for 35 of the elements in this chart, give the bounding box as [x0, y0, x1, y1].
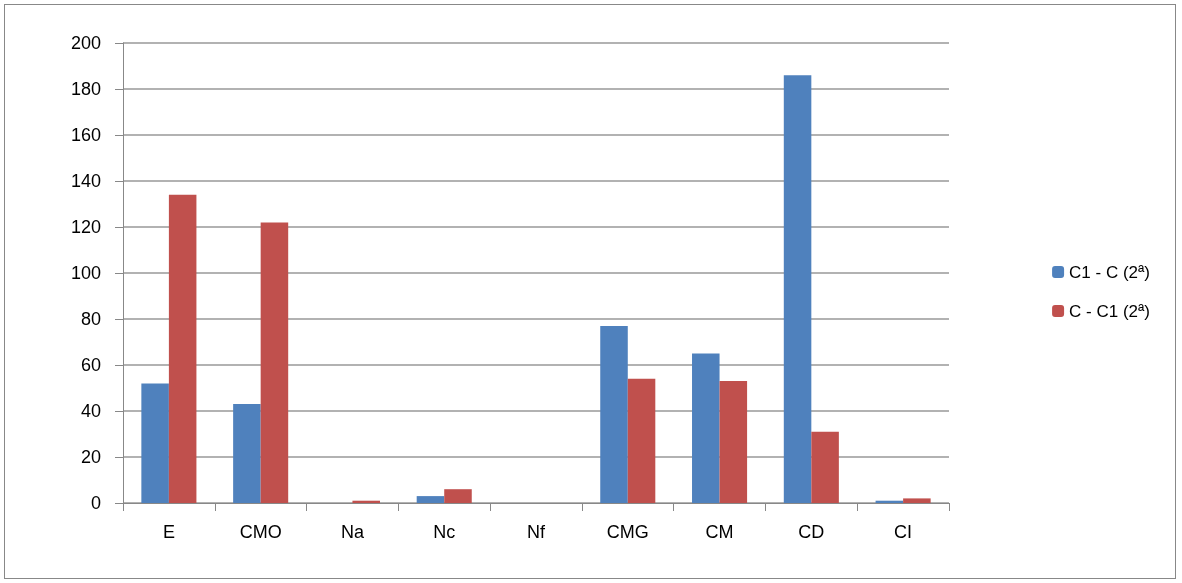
bar [627, 378, 656, 503]
bar [233, 404, 261, 503]
legend-label: C - C1 (2ª) [1069, 301, 1151, 321]
y-tick-label: 60 [80, 355, 101, 375]
bar [444, 489, 472, 503]
bar [141, 383, 169, 503]
bar [811, 431, 839, 503]
x-tick-label: Nf [527, 522, 546, 542]
bar [692, 353, 720, 503]
y-tick-label: 100 [70, 263, 101, 283]
y-tick-label: 20 [80, 447, 101, 467]
y-tick-label: 80 [80, 309, 101, 329]
bar [168, 194, 197, 503]
y-tick-label: 180 [70, 79, 101, 99]
legend-label: C1 - C (2ª) [1069, 262, 1151, 282]
x-tick-label: CMO [239, 522, 282, 542]
y-tick-label: 40 [80, 401, 101, 421]
y-tick-label: 160 [70, 125, 101, 145]
bar [719, 381, 748, 503]
bar [783, 75, 812, 503]
bar [260, 222, 289, 503]
x-tick-label: Nc [433, 522, 456, 542]
x-tick-label: E [162, 522, 175, 542]
x-tick-label: CMG [606, 522, 649, 542]
x-tick-label: CI [894, 522, 913, 542]
x-tick-label: CM [705, 522, 734, 542]
y-tick-label: 0 [90, 493, 101, 513]
bar [416, 496, 445, 503]
y-tick-label: 120 [70, 217, 101, 237]
bar [903, 498, 931, 503]
bar [600, 325, 628, 503]
y-tick-label: 140 [70, 171, 101, 191]
x-tick-label: CD [798, 522, 825, 542]
x-tick-label: Na [340, 522, 365, 542]
y-tick-label: 200 [70, 33, 101, 53]
